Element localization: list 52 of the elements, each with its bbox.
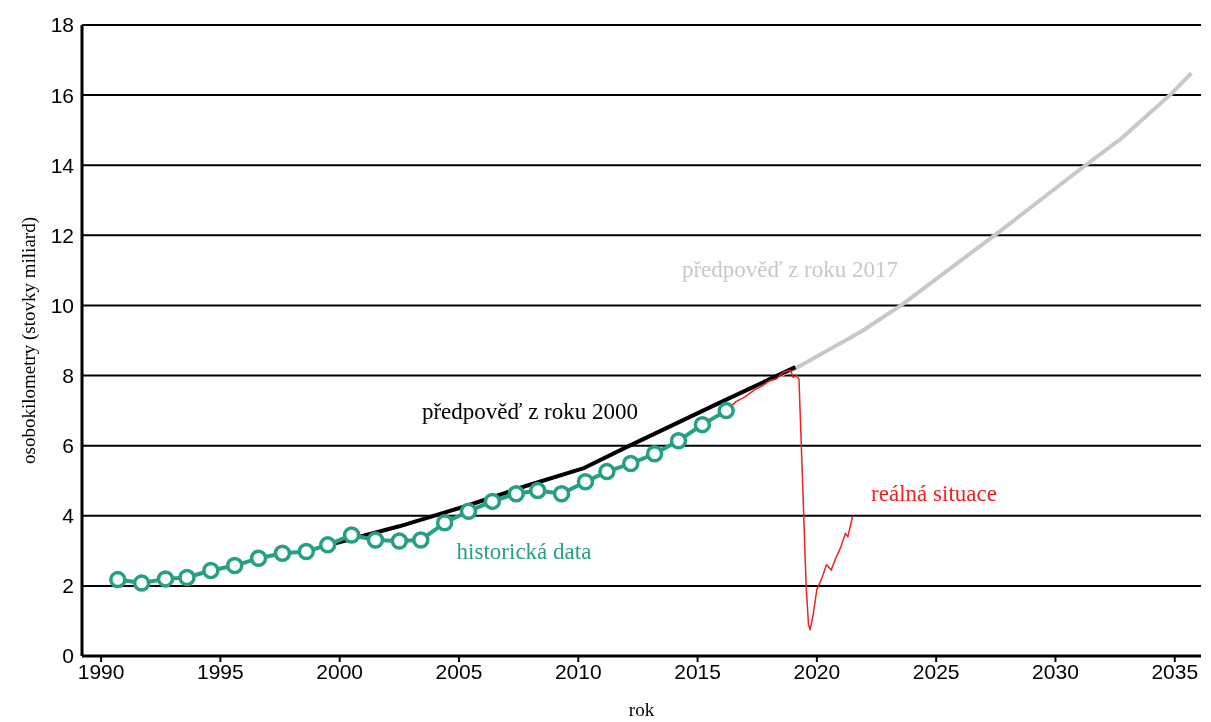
point: [435, 514, 454, 532]
point: [178, 568, 196, 587]
point: [109, 570, 127, 589]
point: [412, 531, 430, 549]
point: [622, 454, 640, 473]
y-tick-label: 14: [50, 153, 75, 177]
y-tick-label: 8: [62, 364, 74, 388]
point: [693, 415, 712, 434]
point: [156, 570, 175, 588]
y-tick-label: 10: [50, 293, 74, 317]
point: [552, 484, 571, 503]
point: [202, 561, 220, 580]
series-label: historická data: [456, 539, 592, 565]
x-tick-label: 2010: [554, 659, 602, 683]
y-tick-label: 0: [62, 644, 74, 668]
point: [273, 544, 292, 563]
x-tick-label: 2005: [435, 659, 483, 683]
point: [390, 532, 409, 550]
point: [225, 556, 244, 575]
point: [297, 542, 316, 561]
point: [528, 481, 547, 500]
y-tick-label: 12: [50, 223, 74, 247]
point: [366, 531, 385, 549]
series-label: předpověď z roku 2000: [421, 399, 639, 425]
x-tick-label: 2020: [793, 659, 841, 683]
point: [598, 462, 616, 481]
point: [249, 549, 268, 567]
x-tick-label: 1995: [197, 659, 244, 683]
point: [576, 473, 595, 491]
y-axis-title: osobokilometry (stovky miliard): [17, 217, 40, 464]
point: [645, 444, 664, 463]
series-label: reálná situace: [871, 481, 997, 507]
y-tick-label: 4: [62, 504, 75, 528]
point: [342, 526, 361, 544]
point: [132, 574, 151, 592]
point: [483, 492, 502, 511]
x-tick-label: 2035: [1151, 659, 1199, 683]
y-tick-label: 2: [62, 574, 74, 598]
point: [669, 432, 688, 450]
x-tick-label: 2030: [1032, 659, 1079, 683]
y-tick-label: 18: [50, 13, 74, 37]
x-tick-label: 2025: [912, 659, 960, 683]
y-tick-label: 16: [50, 83, 74, 107]
point: [459, 502, 478, 520]
x-tick-label: 2000: [316, 659, 364, 683]
x-tick-label: 1990: [77, 659, 125, 683]
x-tick-label: 2015: [674, 659, 721, 683]
x-axis-title: rok: [628, 699, 655, 720]
point: [507, 484, 525, 503]
point: [319, 536, 337, 554]
y-tick-label: 6: [62, 434, 74, 458]
point: [717, 401, 735, 420]
